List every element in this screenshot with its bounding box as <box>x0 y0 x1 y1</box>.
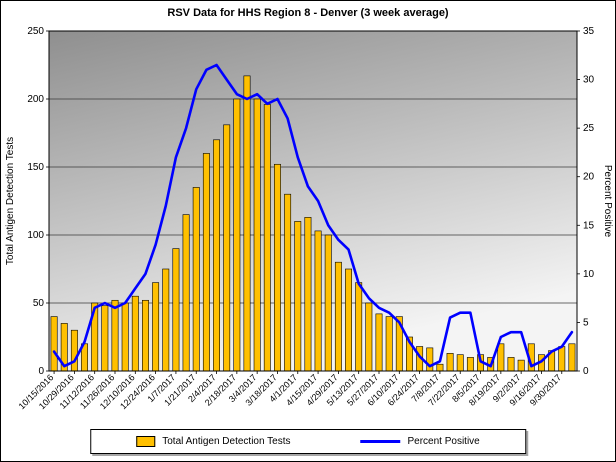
bar-swatch-icon <box>136 436 156 447</box>
bar <box>192 187 200 372</box>
line-swatch-icon <box>360 440 401 443</box>
bar <box>507 357 515 372</box>
bar <box>558 346 566 372</box>
bar <box>365 302 373 372</box>
bar <box>314 230 322 372</box>
left-axis-title: Total Antigen Detection Tests <box>5 137 16 265</box>
bar <box>446 353 454 372</box>
bar <box>426 347 434 372</box>
bar <box>101 305 109 372</box>
svg-text:25: 25 <box>583 123 595 134</box>
svg-text:35: 35 <box>583 26 595 37</box>
bar <box>223 124 231 372</box>
svg-text:20: 20 <box>583 172 595 183</box>
bar <box>375 313 383 372</box>
svg-text:0: 0 <box>583 366 589 377</box>
right-axis-title: Percent Positive <box>602 165 613 238</box>
svg-text:50: 50 <box>33 298 45 309</box>
svg-text:5: 5 <box>583 317 589 328</box>
bar <box>70 329 78 372</box>
legend-entry-bars: Total Antigen Detection Tests <box>136 436 290 447</box>
bar <box>131 295 139 372</box>
bar <box>284 193 292 372</box>
plot-border <box>48 30 578 372</box>
bar <box>334 261 342 372</box>
bar <box>385 316 393 372</box>
bar <box>50 316 58 372</box>
legend-label-line: Percent Positive <box>407 436 480 447</box>
bar <box>162 268 170 372</box>
legend-label-bars: Total Antigen Detection Tests <box>162 436 291 447</box>
bar <box>456 354 464 372</box>
bar <box>274 163 281 372</box>
bar <box>304 217 312 372</box>
svg-text:30: 30 <box>583 75 595 86</box>
svg-text:10: 10 <box>583 269 595 280</box>
svg-text:150: 150 <box>27 162 44 173</box>
bar <box>152 282 160 372</box>
legend-entry-line: Percent Positive <box>360 436 480 447</box>
bar <box>243 75 251 372</box>
svg-text:15: 15 <box>583 220 595 231</box>
bar <box>263 104 271 372</box>
chart-title: RSV Data for HHS Region 8 - Denver (3 we… <box>167 7 449 19</box>
bar <box>253 98 261 372</box>
x-axis-labels: 10/15/201610/29/201611/12/201611/26/2016… <box>17 371 563 411</box>
bar <box>111 299 119 372</box>
y-axis-right-labels: 0 5 10 15 20 25 30 35 <box>577 26 595 377</box>
bar <box>233 98 241 372</box>
svg-text:200: 200 <box>27 94 44 105</box>
bar <box>568 343 576 372</box>
bar <box>202 153 210 372</box>
bar <box>345 268 352 372</box>
svg-text:250: 250 <box>27 26 44 37</box>
bar <box>142 299 149 372</box>
svg-text:100: 100 <box>27 230 44 241</box>
y-axis-left-labels: 0 50 100 150 200 250 <box>27 26 49 377</box>
bar <box>497 343 505 372</box>
bar <box>172 248 180 372</box>
bar <box>517 359 525 372</box>
bar <box>213 139 220 372</box>
legend: Total Antigen Detection Tests Percent Po… <box>90 429 526 454</box>
line-series-percent-positive <box>52 63 574 368</box>
bar <box>355 282 363 372</box>
bar <box>182 214 190 372</box>
bar <box>436 363 444 372</box>
svg-text:0: 0 <box>38 366 44 377</box>
bar <box>294 221 302 372</box>
bar <box>466 357 474 372</box>
bar <box>324 234 332 372</box>
bar <box>121 302 129 372</box>
